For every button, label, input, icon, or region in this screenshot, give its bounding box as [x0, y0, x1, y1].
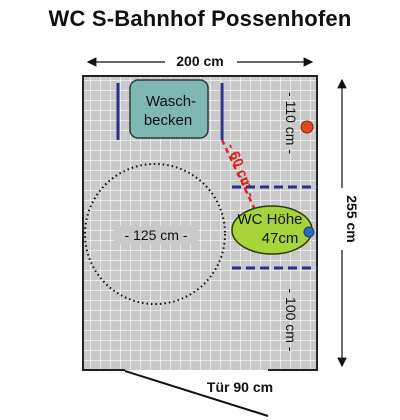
turning-circle-label: - 125 cm - — [124, 227, 187, 243]
right-upper-label: - 110 cm - — [283, 92, 299, 154]
reach-line — [220, 139, 258, 213]
door-label: Tür 90 cm — [207, 379, 273, 395]
sink — [129, 79, 209, 139]
page-title: WC S-Bahnhof Possenhofen — [48, 6, 352, 31]
right-lower-label: - 100 cm - — [283, 288, 299, 351]
door-leaf — [124, 370, 269, 417]
red-marker — [300, 120, 314, 134]
sink-label-line1: Wasch- — [146, 93, 196, 110]
height-label: 255 cm — [344, 195, 360, 242]
turning-circle — [84, 163, 226, 305]
blue-marker — [303, 226, 315, 238]
toilet-label-line1: WC Höhe — [237, 211, 302, 228]
toilet-label-line2: 47cm — [262, 230, 299, 247]
width-label: 200 cm — [176, 53, 223, 69]
sink-label-line2: becken — [144, 112, 192, 129]
